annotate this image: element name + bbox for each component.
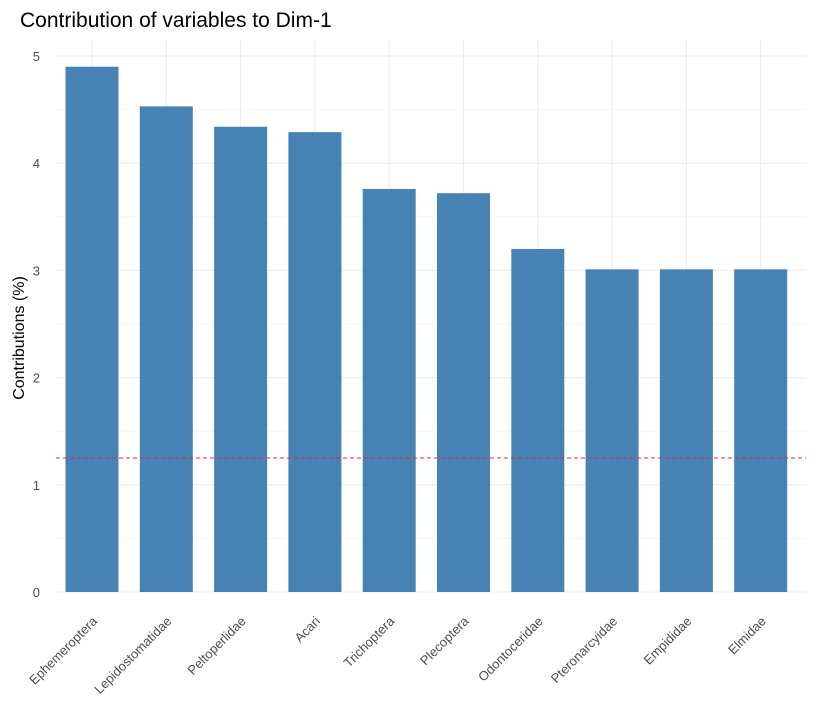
y-tick-label: 3: [33, 263, 40, 278]
bar: [214, 126, 268, 592]
bar: [362, 188, 416, 592]
y-tick-label: 5: [33, 49, 40, 64]
y-tick-label: 0: [33, 585, 40, 600]
y-axis-label: Contributions (%): [11, 276, 28, 400]
y-tick-label: 2: [33, 371, 40, 386]
bars: [65, 66, 788, 593]
bar: [288, 132, 342, 593]
bar: [437, 193, 490, 592]
bar: [585, 269, 639, 592]
bar: [511, 248, 565, 592]
chart-title: Contribution of variables to Dim-1: [20, 9, 332, 32]
y-axis-ticks: 0 1 2 3 4 5: [33, 49, 40, 600]
bar: [659, 269, 713, 592]
y-tick-label: 1: [33, 478, 40, 493]
bar: [139, 106, 193, 592]
bar: [734, 269, 788, 592]
bar: [65, 66, 119, 593]
y-tick-label: 4: [33, 156, 40, 171]
